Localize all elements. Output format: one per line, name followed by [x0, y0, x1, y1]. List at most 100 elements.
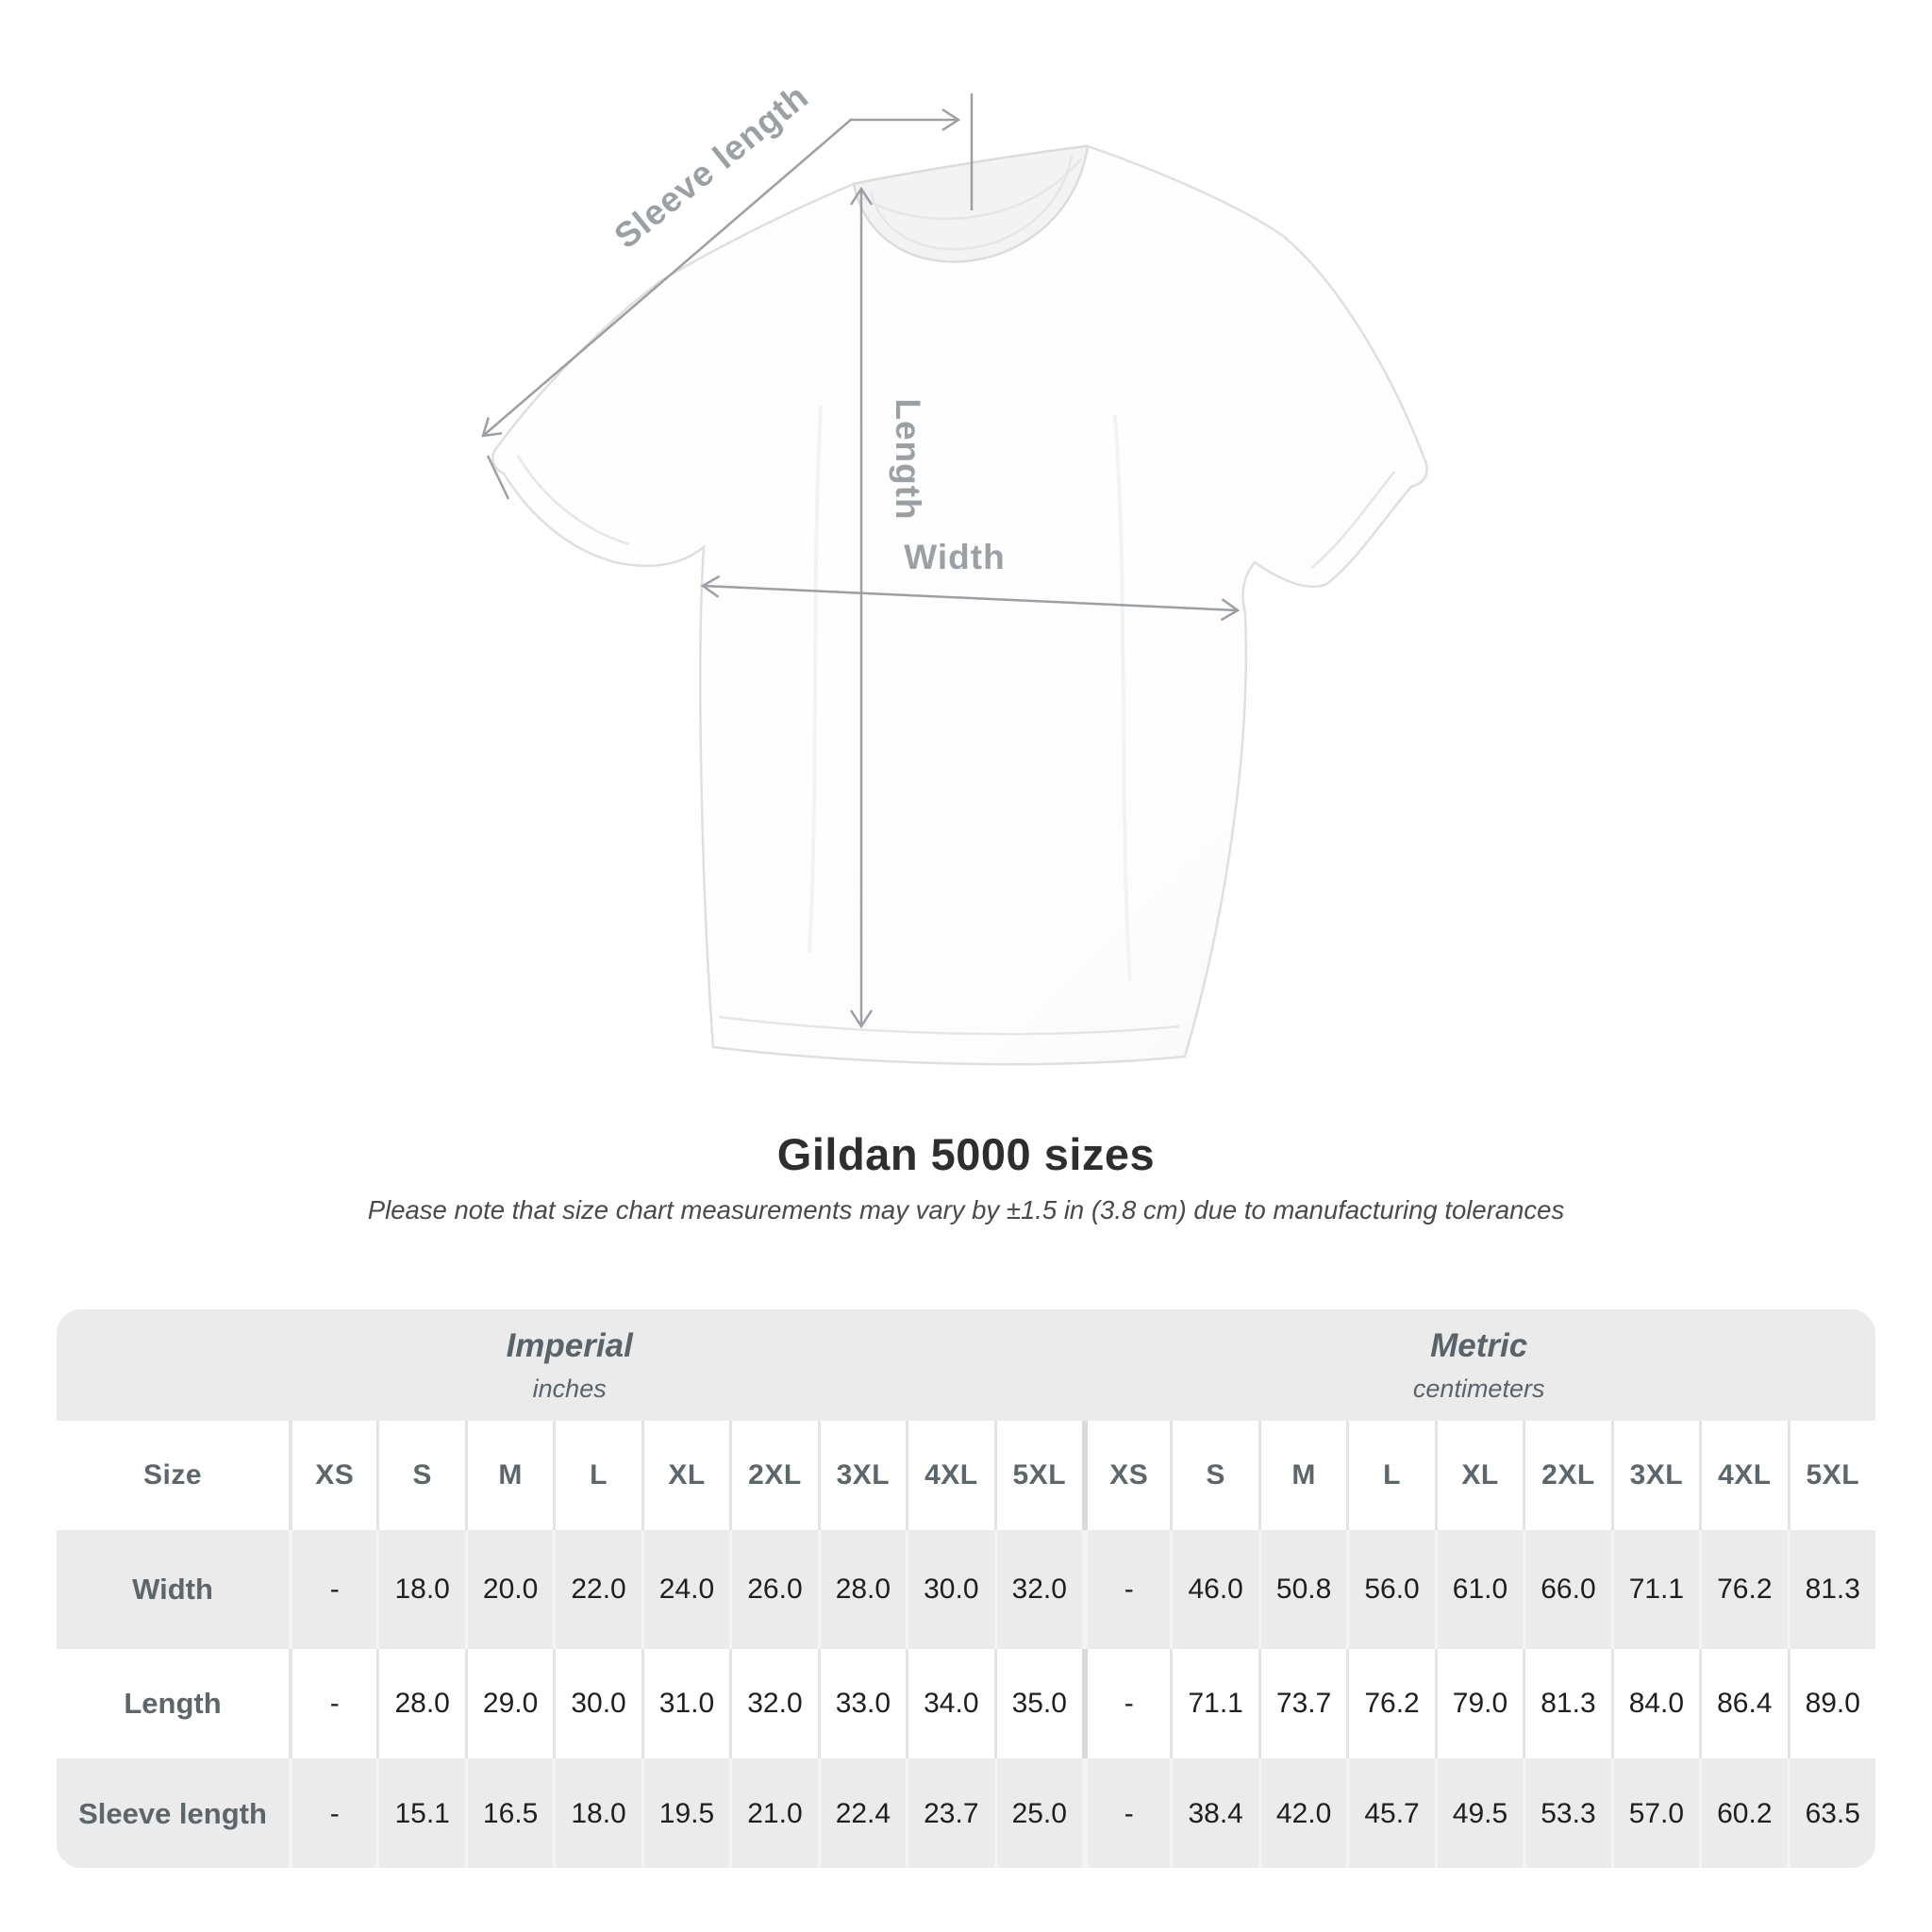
imperial-size-2xl: 2XL: [729, 1421, 817, 1530]
value-cell: 42.0: [1257, 1758, 1346, 1868]
value-cell: 28.0: [376, 1649, 464, 1758]
value-cell: 71.1: [1610, 1530, 1699, 1649]
value-cell: -: [289, 1758, 376, 1868]
imperial-size-5xl: 5XL: [993, 1421, 1082, 1530]
value-cell: 81.3: [1523, 1649, 1610, 1758]
value-cell: 79.0: [1434, 1649, 1523, 1758]
value-cell: 61.0: [1434, 1530, 1523, 1649]
value-cell: 56.0: [1346, 1530, 1434, 1649]
value-cell: 71.1: [1170, 1649, 1257, 1758]
metric-label: Metric: [1430, 1326, 1528, 1364]
value-cell: 49.5: [1434, 1758, 1523, 1868]
metric-size-m: M: [1257, 1421, 1346, 1530]
size-table: Imperial inches Metric centimeters Size X…: [57, 1309, 1875, 1868]
value-cell: -: [1081, 1530, 1170, 1649]
value-cell: -: [1081, 1758, 1170, 1868]
value-cell: -: [1081, 1649, 1170, 1758]
row-label: Width: [132, 1573, 213, 1606]
unit-header-band: Imperial inches Metric centimeters: [57, 1309, 1875, 1421]
value-cell: 18.0: [376, 1530, 464, 1649]
value-cell: 32.0: [729, 1649, 817, 1758]
value-cell: 53.3: [1523, 1758, 1610, 1868]
sleeve-length-arrow: [481, 118, 853, 438]
width-label: Width: [904, 538, 1005, 576]
row-label: Sleeve length: [78, 1797, 267, 1830]
imperial-size-4xl: 4XL: [906, 1421, 993, 1530]
width-arrow: [700, 575, 1241, 622]
value-cell: 24.0: [641, 1530, 729, 1649]
metric-size-4xl: 4XL: [1699, 1421, 1787, 1530]
tshirt-measurement-diagram: Sleeve length Length Width: [481, 76, 1428, 1066]
value-cell: 34.0: [906, 1649, 993, 1758]
table-row-length: Length -28.0 29.0 30.0 31.0 32.0 33.0 34.0 35.0-…: [57, 1649, 1875, 1758]
metric-size-xl: XL: [1434, 1421, 1523, 1530]
value-cell: 16.5: [464, 1758, 553, 1868]
value-cell: 15.1: [376, 1758, 464, 1868]
tshirt-illustration: [491, 144, 1428, 1066]
value-cell: 21.0: [729, 1758, 817, 1868]
imperial-size-3xl: 3XL: [817, 1421, 906, 1530]
value-cell: 22.4: [817, 1758, 906, 1868]
value-cell: 26.0: [729, 1530, 817, 1649]
value-cell: 46.0: [1170, 1530, 1257, 1649]
metric-size-3xl: 3XL: [1610, 1421, 1699, 1530]
value-cell: 60.2: [1699, 1758, 1787, 1868]
value-cell: 89.0: [1787, 1649, 1875, 1758]
size-table-grid: Size XS S M L XL 2XL 3XL 4XL 5XL XS S M L XL 2XL 3XL 4XL 5…: [57, 1421, 1875, 1868]
value-cell: 35.0: [993, 1649, 1082, 1758]
title-block: Gildan 5000 sizes Please note that size …: [0, 1128, 1932, 1225]
value-cell: 45.7: [1346, 1758, 1434, 1868]
value-cell: 86.4: [1699, 1649, 1787, 1758]
metric-unit: centimeters: [1412, 1374, 1545, 1403]
value-cell: 73.7: [1257, 1649, 1346, 1758]
value-cell: 84.0: [1610, 1649, 1699, 1758]
size-header-row: Size XS S M L XL 2XL 3XL 4XL 5XL XS S M L XL 2XL 3XL 4XL 5…: [57, 1421, 1875, 1530]
value-cell: 30.0: [906, 1530, 993, 1649]
imperial-label: Imperial: [506, 1326, 633, 1364]
imperial-size-s: S: [376, 1421, 464, 1530]
value-cell: 18.0: [553, 1758, 641, 1868]
value-cell: 19.5: [641, 1758, 729, 1868]
value-cell: -: [289, 1649, 376, 1758]
metric-size-s: S: [1170, 1421, 1257, 1530]
value-cell: 76.2: [1699, 1530, 1787, 1649]
metric-header: Metric centimeters: [1082, 1309, 1875, 1421]
value-cell: 57.0: [1610, 1758, 1699, 1868]
value-cell: 32.0: [993, 1530, 1082, 1649]
value-cell: 28.0: [817, 1530, 906, 1649]
imperial-size-xl: XL: [641, 1421, 729, 1530]
value-cell: 20.0: [464, 1530, 553, 1649]
value-cell: 81.3: [1787, 1530, 1875, 1649]
value-cell: 30.0: [553, 1649, 641, 1758]
value-cell: 25.0: [993, 1758, 1082, 1868]
value-cell: 33.0: [817, 1649, 906, 1758]
value-cell: 23.7: [906, 1758, 993, 1868]
value-cell: 31.0: [641, 1649, 729, 1758]
imperial-unit: inches: [532, 1374, 607, 1403]
row-label: Length: [124, 1687, 222, 1720]
metric-size-2xl: 2XL: [1523, 1421, 1610, 1530]
metric-size-5xl: 5XL: [1787, 1421, 1875, 1530]
imperial-size-l: L: [553, 1421, 641, 1530]
metric-size-l: L: [1346, 1421, 1434, 1530]
table-row-sleeve-length: Sleeve length -15.1 16.5 18.0 19.5 21.0 22.4 23…: [57, 1758, 1875, 1868]
value-cell: 76.2: [1346, 1649, 1434, 1758]
sleeve-end-tick: [486, 455, 510, 500]
value-cell: 29.0: [464, 1649, 553, 1758]
metric-size-xs: XS: [1081, 1421, 1170, 1530]
imperial-header: Imperial inches: [57, 1309, 1082, 1421]
length-label: Length: [889, 398, 927, 520]
value-cell: -: [289, 1530, 376, 1649]
value-cell: 63.5: [1787, 1758, 1875, 1868]
value-cell: 22.0: [553, 1530, 641, 1649]
value-cell: 50.8: [1257, 1530, 1346, 1649]
imperial-size-m: M: [464, 1421, 553, 1530]
size-corner-header: Size: [142, 1459, 203, 1491]
table-row-width: Width -18.0 20.0 22.0 24.0 26.0 28.0 30.0 32.0-4…: [57, 1530, 1875, 1649]
page-title: Gildan 5000 sizes: [776, 1129, 1156, 1179]
value-cell: 66.0: [1523, 1530, 1610, 1649]
value-cell: 38.4: [1170, 1758, 1257, 1868]
tolerance-note: Please note that size chart measurements…: [367, 1195, 1565, 1224]
imperial-size-xs: XS: [289, 1421, 376, 1530]
